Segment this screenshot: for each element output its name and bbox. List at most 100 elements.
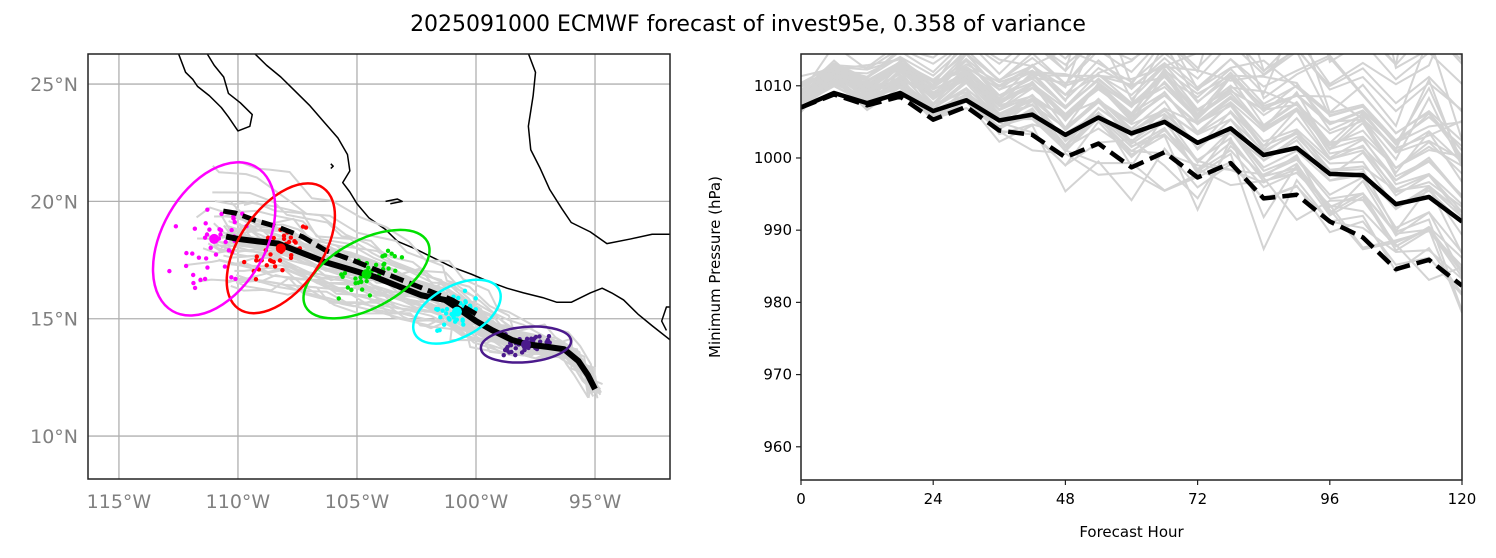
member-position-point bbox=[533, 334, 539, 340]
median-pressure-line bbox=[801, 92, 1462, 288]
ensemble-member-line bbox=[801, 54, 1462, 152]
ensemble-member-line bbox=[801, 67, 1462, 175]
member-position-point bbox=[222, 264, 228, 269]
member-position-point bbox=[537, 334, 542, 339]
mean-pressure-line bbox=[801, 90, 1462, 224]
ensemble-member-line bbox=[801, 75, 1462, 214]
member-position-point bbox=[461, 322, 466, 327]
member-position-point bbox=[271, 235, 277, 241]
member-position-point bbox=[203, 256, 209, 261]
member-position-point bbox=[281, 233, 287, 239]
map-frame bbox=[87, 53, 671, 480]
pressure-xtick-label: 72 bbox=[1188, 490, 1207, 508]
member-position-point bbox=[219, 211, 224, 217]
ensemble-member-line bbox=[801, 65, 1462, 148]
member-position-point bbox=[546, 333, 552, 339]
member-position-point bbox=[218, 232, 223, 237]
member-position-point bbox=[192, 285, 198, 291]
member-position-point bbox=[392, 254, 398, 259]
map-plot-area bbox=[88, 54, 670, 479]
pressure-ytick-label: 1000 bbox=[754, 149, 792, 167]
member-position-point bbox=[167, 268, 172, 274]
member-position-point bbox=[545, 337, 551, 343]
member-position-point bbox=[173, 224, 179, 229]
member-position-point bbox=[231, 216, 236, 221]
coastline bbox=[177, 54, 253, 132]
member-position-point bbox=[226, 248, 232, 253]
member-position-point bbox=[289, 252, 294, 258]
member-position-point bbox=[202, 276, 208, 282]
member-position-point bbox=[359, 287, 365, 292]
member-position-point bbox=[441, 322, 447, 327]
member-position-point bbox=[265, 235, 271, 241]
member-position-point bbox=[440, 308, 445, 313]
pressure-ytick-label: 990 bbox=[763, 221, 792, 239]
map-ytick-label: 25°N bbox=[30, 74, 78, 96]
member-track bbox=[230, 201, 595, 387]
member-position-point bbox=[207, 227, 212, 232]
member-position-point bbox=[501, 352, 506, 358]
member-position-point bbox=[444, 306, 450, 312]
member-position-point bbox=[233, 276, 238, 282]
member-position-point bbox=[382, 253, 388, 258]
member-position-point bbox=[254, 258, 259, 263]
member-position-point bbox=[196, 255, 202, 260]
ellipse-center-96h bbox=[275, 243, 286, 254]
pressure-xlabel: Forecast Hour bbox=[1079, 523, 1184, 541]
map-ytick-label: 20°N bbox=[30, 191, 78, 213]
spread-ellipse-72h bbox=[302, 228, 431, 320]
coastline bbox=[330, 163, 334, 170]
member-position-point bbox=[342, 270, 348, 276]
member-position-point bbox=[340, 274, 345, 280]
pressure-frame bbox=[800, 53, 1463, 481]
member-position-point bbox=[456, 295, 461, 301]
member-position-point bbox=[232, 219, 237, 225]
member-position-point bbox=[336, 296, 341, 301]
member-position-point bbox=[288, 235, 294, 240]
member-position-point bbox=[229, 275, 234, 280]
spread-ellipse-96h bbox=[225, 182, 337, 315]
member-position-point bbox=[467, 303, 473, 308]
member-position-point bbox=[367, 293, 373, 298]
member-position-point bbox=[254, 254, 260, 259]
map-xtick-label: 110°W bbox=[206, 491, 271, 513]
map-ytick-label: 15°N bbox=[30, 309, 78, 331]
member-position-point bbox=[223, 239, 228, 245]
member-position-point bbox=[184, 250, 189, 256]
map-xtick-label: 95°W bbox=[569, 491, 622, 513]
member-position-point bbox=[386, 266, 391, 271]
member-position-point bbox=[443, 311, 449, 316]
member-position-point bbox=[393, 268, 398, 274]
ensemble-member-line bbox=[801, 67, 1462, 254]
pressure-plot-area bbox=[801, 54, 1462, 314]
ensemble-member-line bbox=[801, 54, 1462, 100]
ellipse-center-24h bbox=[520, 339, 531, 350]
member-position-point bbox=[202, 235, 208, 240]
member-position-point bbox=[280, 267, 285, 273]
member-position-point bbox=[198, 277, 203, 283]
member-position-point bbox=[435, 328, 440, 333]
member-position-point bbox=[528, 336, 534, 341]
mean-track bbox=[225, 233, 598, 391]
coastline bbox=[385, 198, 403, 205]
member-position-point bbox=[385, 248, 391, 254]
member-position-point bbox=[513, 346, 518, 351]
member-position-point bbox=[502, 347, 508, 353]
member-position-point bbox=[268, 252, 273, 257]
ellipse-center-120h bbox=[209, 233, 220, 244]
pressure-xtick-label: 96 bbox=[1320, 490, 1339, 508]
spread-ellipse-120h bbox=[151, 161, 277, 317]
member-position-point bbox=[253, 277, 259, 282]
member-position-point bbox=[205, 265, 210, 270]
member-position-point bbox=[462, 288, 468, 294]
member-position-point bbox=[373, 262, 379, 268]
ellipse-center-72h bbox=[361, 269, 372, 280]
member-position-point bbox=[508, 343, 514, 348]
member-position-point bbox=[452, 319, 458, 324]
member-position-point bbox=[208, 245, 213, 251]
ensemble-member-line bbox=[801, 54, 1462, 141]
member-position-point bbox=[204, 232, 210, 237]
member-position-point bbox=[438, 314, 443, 320]
map-xtick-label: 100°W bbox=[444, 491, 509, 513]
